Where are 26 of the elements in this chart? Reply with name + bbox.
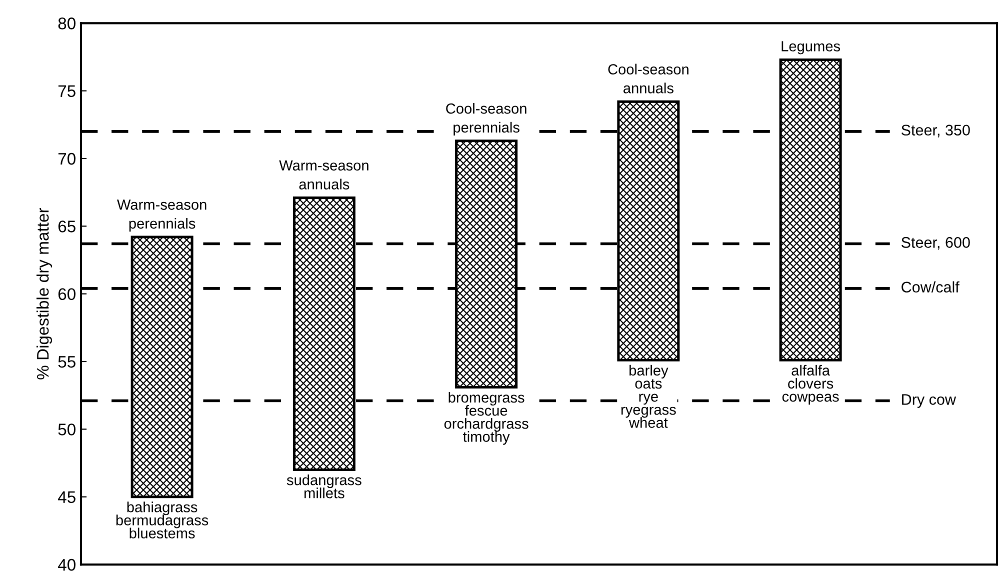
y-tick-label: 45 — [58, 491, 76, 504]
bar — [779, 58, 842, 362]
annotation: barley oats rye ryegrass wheat — [621, 364, 676, 428]
x-tick-label: Cool-season annuals — [608, 64, 688, 94]
annotation: bromegrass fescue orchardgrass timothy — [444, 392, 528, 445]
x-tick-label: Warm-season annuals — [279, 160, 368, 190]
bar — [130, 236, 194, 498]
x-tick-label: Legumes — [782, 41, 840, 54]
y-tick-label: 50 — [58, 424, 76, 436]
ref-line-label: Dry cow — [902, 394, 956, 408]
y-tick-label: 60 — [58, 288, 76, 300]
y-tick-label: 80 — [58, 18, 76, 30]
annotation: bahiagrass bermudagrass bluestems — [116, 502, 208, 538]
y-tick-label: 65 — [58, 220, 76, 232]
x-tick-label: Warm-season perennials — [117, 200, 206, 232]
annotation: sudangrass millets — [286, 474, 362, 498]
y-tick-label: 70 — [58, 152, 76, 165]
y-tick-label: 75 — [58, 85, 76, 98]
y-tick-label: 55 — [58, 356, 76, 368]
ref-line-label: Cow/calf — [902, 281, 960, 293]
ref-line-label: Steer, 600 — [902, 237, 970, 250]
y-axis-title: % Digestible dry matter — [36, 208, 52, 380]
ref-line-label: Steer, 350 — [902, 124, 970, 138]
x-tick-label: Cool-season perennials — [446, 103, 526, 136]
annotation: alfalfa clovers cowpeas — [782, 364, 839, 405]
y-tick-label: 40 — [58, 558, 76, 571]
